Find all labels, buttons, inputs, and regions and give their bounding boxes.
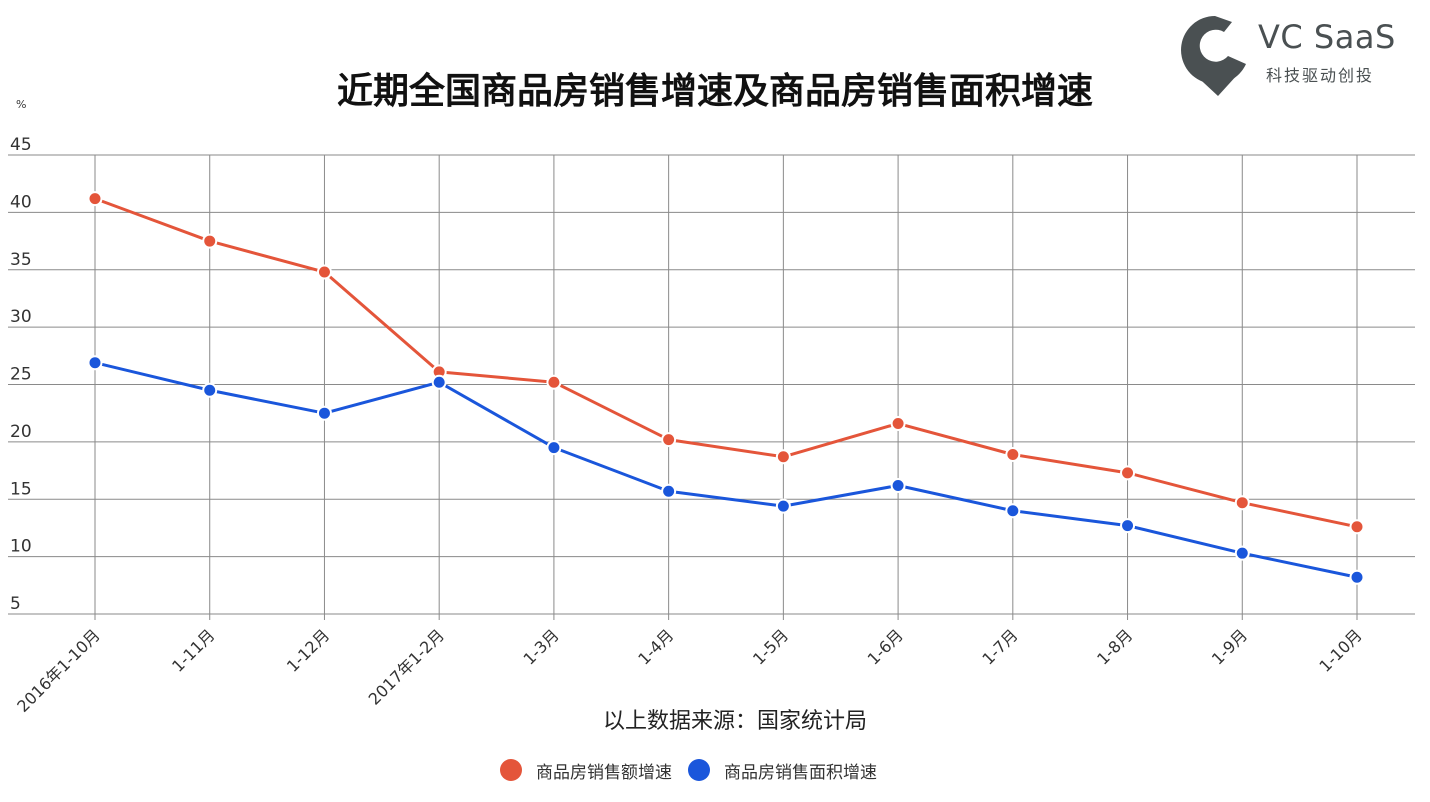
data-point-series-2 [1234, 545, 1250, 561]
legend-label: 商品房销售面积增速 [724, 762, 877, 783]
legend-label: 商品房销售额增速 [536, 762, 672, 783]
data-point-series-2 [1120, 518, 1136, 534]
chart-legend: 商品房销售额增速 商品房销售面积增速 [500, 755, 893, 785]
data-point-series-1 [202, 233, 218, 249]
data-point-series-2 [890, 477, 906, 493]
x-tick-label: 1-5月 [749, 625, 792, 668]
y-tick-label: 15 [10, 479, 32, 499]
data-point-series-1 [1005, 446, 1021, 462]
legend-item-1: 商品房销售额增速 [500, 758, 672, 783]
data-point-series-2 [316, 405, 332, 421]
chart-title: 近期全国商品房销售增速及商品房销售面积增速 [336, 71, 1093, 112]
data-point-series-1 [546, 374, 562, 390]
x-tick-label: 1-3月 [520, 625, 563, 668]
y-tick-label: 45 [10, 135, 32, 155]
y-tick-label: 40 [10, 192, 32, 212]
x-tick-label: 1-6月 [864, 625, 907, 668]
logo-name: VC SaaS [1258, 18, 1396, 56]
y-tick-label: 10 [10, 537, 32, 557]
data-point-series-2 [87, 355, 103, 371]
y-tick-label: 30 [10, 307, 32, 327]
data-point-series-2 [661, 483, 677, 499]
series-line-2 [94, 361, 1358, 579]
data-point-series-2 [775, 498, 791, 514]
data-point-series-2 [202, 382, 218, 398]
data-point-series-2 [1349, 569, 1365, 585]
x-tick-label: 1-11月 [168, 625, 218, 675]
series-line-1 [94, 197, 1358, 529]
data-point-series-2 [1005, 503, 1021, 519]
x-tick-label: 1-8月 [1093, 625, 1136, 668]
legend-item-2: 商品房销售面积增速 [688, 758, 877, 783]
data-point-series-1 [316, 264, 332, 280]
y-axis-unit: % [16, 98, 27, 111]
data-point-series-1 [87, 191, 103, 207]
source-note: 以上数据来源：国家统计局 [602, 709, 867, 734]
data-point-series-1 [661, 432, 677, 448]
y-tick-label: 20 [10, 422, 32, 442]
data-point-series-1 [1234, 495, 1250, 511]
logo-tagline: 科技驱动创投 [1266, 66, 1375, 85]
x-tick-label: 1-12月 [283, 625, 333, 675]
vc-saas-logo: VC SaaS 科技驱动创投 [1180, 12, 1410, 102]
data-point-series-1 [890, 416, 906, 432]
legend-marker [500, 759, 522, 781]
legend-marker [688, 759, 710, 781]
data-point-series-2 [546, 440, 562, 456]
x-tick-label: 1-4月 [634, 625, 677, 668]
logo-mark-icon [1181, 16, 1246, 96]
data-point-series-2 [431, 374, 447, 390]
x-tick-label: 2017年1-2月 [365, 625, 448, 708]
data-point-series-1 [1120, 465, 1136, 481]
y-tick-label: 25 [10, 365, 32, 385]
x-tick-label: 1-7月 [978, 625, 1021, 668]
x-tick-label: 1-9月 [1208, 625, 1251, 668]
data-point-series-1 [1349, 519, 1365, 535]
y-tick-label: 35 [10, 250, 32, 270]
y-tick-label: 5 [10, 594, 21, 614]
x-tick-label: 1-10月 [1315, 625, 1365, 675]
data-point-series-1 [775, 449, 791, 465]
